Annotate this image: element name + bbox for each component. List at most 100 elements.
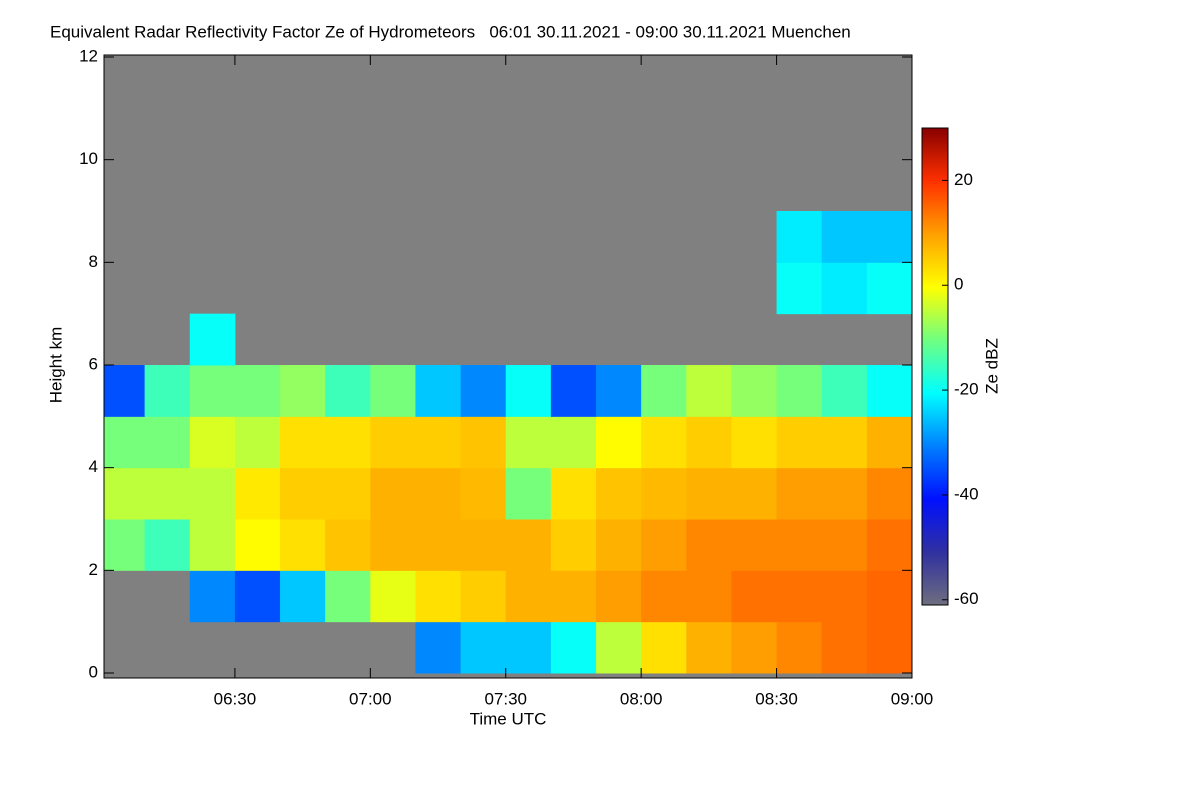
heatmap-cell — [641, 621, 687, 674]
heatmap-cell — [415, 467, 462, 520]
heatmap-cell — [370, 467, 416, 520]
heatmap-cell — [280, 416, 326, 469]
heatmap-cell — [641, 467, 687, 520]
heatmap-cell — [280, 365, 326, 417]
heatmap-cell — [505, 570, 552, 623]
heatmap-cell — [550, 621, 597, 674]
heatmap-cell — [866, 416, 913, 469]
heatmap-cell — [505, 621, 552, 674]
heatmap-cell — [821, 416, 868, 469]
x-tick-label: 06:30 — [214, 689, 257, 708]
heatmap-cell — [325, 519, 371, 571]
heatmap-cell — [280, 570, 326, 623]
heatmap-cell — [460, 416, 507, 469]
heatmap-cell — [415, 621, 462, 674]
heatmap-cell — [821, 211, 868, 263]
heatmap-cell — [189, 365, 236, 417]
heatmap-cell — [776, 621, 823, 674]
heatmap-cell — [821, 519, 868, 571]
heatmap-cell — [596, 519, 642, 571]
heatmap-cell — [144, 416, 191, 469]
heatmap-cell — [144, 365, 191, 417]
heatmap-cell — [234, 365, 281, 417]
x-tick-label: 08:30 — [755, 689, 798, 708]
colorbar — [921, 127, 949, 606]
heatmap-cell — [234, 416, 281, 469]
colorbar-tick-label: 20 — [954, 170, 973, 189]
plot-frame — [103, 54, 913, 679]
x-tick-label: 07:30 — [484, 689, 527, 708]
heatmap-cell — [776, 365, 823, 417]
heatmap-cell — [866, 621, 913, 674]
heatmap-cell — [641, 416, 687, 469]
heatmap-cell — [596, 416, 642, 469]
heatmap-cell — [189, 467, 236, 520]
heatmap-cell — [104, 365, 146, 417]
heatmap-cell — [280, 467, 326, 520]
heatmap-cell — [776, 570, 823, 623]
heatmap-cell — [821, 621, 868, 674]
heatmap-cell — [234, 519, 281, 571]
heatmap-cell — [821, 467, 868, 520]
heatmap-cell — [776, 211, 823, 263]
heatmap-cell — [460, 467, 507, 520]
heatmap-cell — [505, 519, 552, 571]
heatmap-cell — [550, 467, 597, 520]
x-axis-label: Time UTC — [470, 709, 547, 728]
x-tick-label: 07:00 — [349, 689, 392, 708]
heatmap-cell — [776, 467, 823, 520]
heatmap-cell — [370, 570, 416, 623]
heatmap-cell — [686, 621, 732, 674]
heatmap-cell — [641, 519, 687, 571]
heatmap-cell — [370, 365, 416, 417]
heatmap-cell — [144, 519, 191, 571]
heatmap-cell — [731, 621, 778, 674]
heatmap-cell — [550, 365, 597, 417]
heatmap-cell — [821, 570, 868, 623]
heatmap-cell — [505, 416, 552, 469]
heatmap-cell — [731, 365, 778, 417]
heatmap-cell — [189, 570, 236, 623]
y-tick-label: 4 — [89, 457, 98, 476]
heatmap-cell — [866, 467, 913, 520]
y-axis-label: Height km — [46, 327, 65, 404]
heatmap-cell — [596, 365, 642, 417]
y-tick-label: 12 — [79, 46, 98, 65]
heatmap-cell — [686, 519, 732, 571]
heatmap-cell — [641, 570, 687, 623]
heatmap-cell — [866, 519, 913, 571]
heatmap-cell — [731, 570, 778, 623]
heatmap-cell — [189, 416, 236, 469]
heatmap-cell — [280, 519, 326, 571]
heatmap-cell — [104, 519, 146, 571]
chart-title: Equivalent Radar Reflectivity Factor Ze … — [50, 22, 851, 41]
heatmap-cell — [866, 262, 913, 315]
heatmap-cell — [866, 570, 913, 623]
heatmap-cell — [460, 570, 507, 623]
y-tick-label: 6 — [89, 354, 98, 373]
heatmap-cell — [189, 313, 236, 366]
heatmap-cell — [234, 467, 281, 520]
heatmap-cell — [731, 467, 778, 520]
colorbar-tick-label: 0 — [954, 275, 963, 294]
heatmap-cell — [104, 467, 146, 520]
heatmap-cell — [686, 467, 732, 520]
heatmap-cell — [325, 570, 371, 623]
heatmap-cell — [325, 416, 371, 469]
heatmap-cell — [415, 365, 462, 417]
heatmap-cell — [686, 365, 732, 417]
heatmap-cell — [550, 570, 597, 623]
x-tick-label: 09:00 — [891, 689, 934, 708]
heatmap-cell — [866, 211, 913, 263]
heatmap-cell — [460, 621, 507, 674]
heatmap-cell — [415, 519, 462, 571]
heatmap-cell — [686, 570, 732, 623]
heatmap-cell — [596, 570, 642, 623]
heatmap-cell — [144, 467, 191, 520]
heatmap-cell — [234, 570, 281, 623]
heatmap-cell — [596, 467, 642, 520]
heatmap-cell — [460, 365, 507, 417]
heatmap-cell — [104, 416, 146, 469]
heatmap-cell — [415, 416, 462, 469]
heatmap-cell — [776, 262, 823, 315]
